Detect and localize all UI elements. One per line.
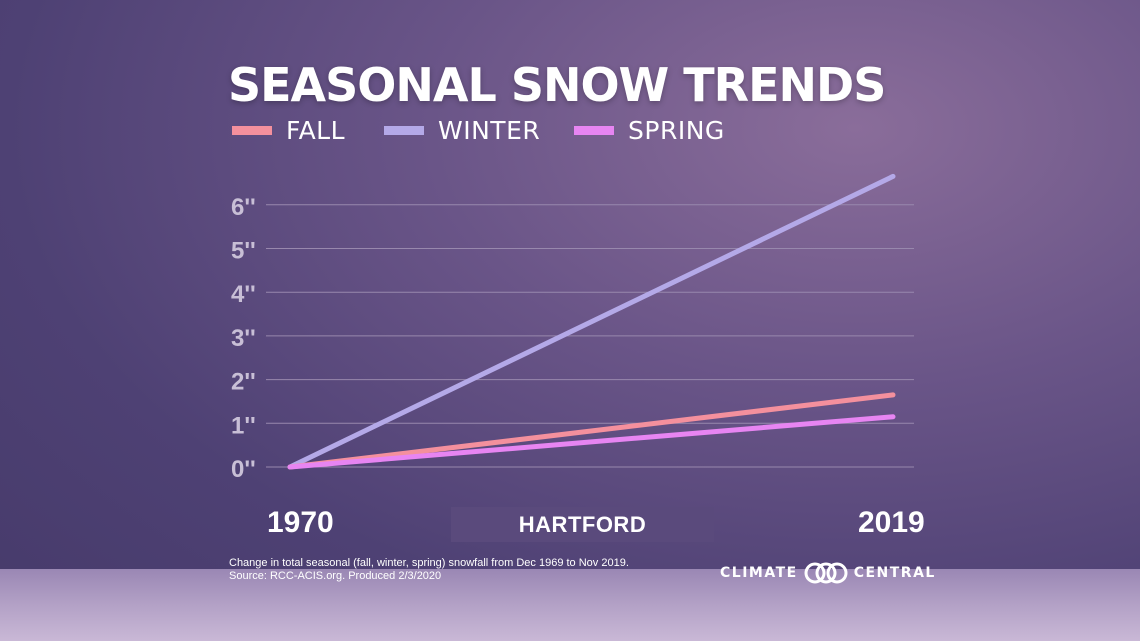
footnote: Change in total seasonal (fall, winter, … [229,557,629,583]
y-tick-label: 6'' [231,194,256,221]
interlocking-circles-icon [804,562,848,584]
legend-label-winter: WINTER [438,116,541,145]
bottom-band [0,569,1140,641]
y-tick-label: 4'' [231,281,256,308]
footnote-source: Source: RCC-ACIS.org. Produced 2/3/2020 [229,570,442,582]
y-tick-label: 3'' [231,325,256,352]
legend-item-spring: SPRING [574,116,725,145]
footnote-description: Change in total seasonal (fall, winter, … [229,557,629,569]
y-tick-label: 2'' [231,369,256,396]
y-tick-label: 0'' [231,456,256,483]
brand-text-right: CENTRAL [853,565,936,581]
legend-label-spring: SPRING [628,116,725,145]
series-line-winter [287,173,896,470]
legend-swatch-winter [384,126,424,135]
x-tick-label-1970: 1970 [267,506,334,539]
brand-text-left: CLIMATE [720,565,798,581]
x-tick-label-2019: 2019 [858,506,925,539]
legend-item-fall: FALL [232,116,345,145]
y-tick-label: 1'' [231,412,256,439]
legend-swatch-fall [232,126,272,135]
location-label: HARTFORD [518,511,647,537]
y-tick-label: 5'' [231,238,256,265]
legend-label-fall: FALL [286,116,346,145]
series-line-fall [287,392,896,470]
chart-title: SEASONAL SNOW TRENDS [228,58,886,112]
legend-item-winter: WINTER [384,116,540,145]
location-box: HARTFORD [451,507,714,542]
legend-swatch-spring [574,126,614,135]
climate-central-logo: CLIMATE CENTRAL [720,562,936,584]
series-line-spring [287,414,896,470]
